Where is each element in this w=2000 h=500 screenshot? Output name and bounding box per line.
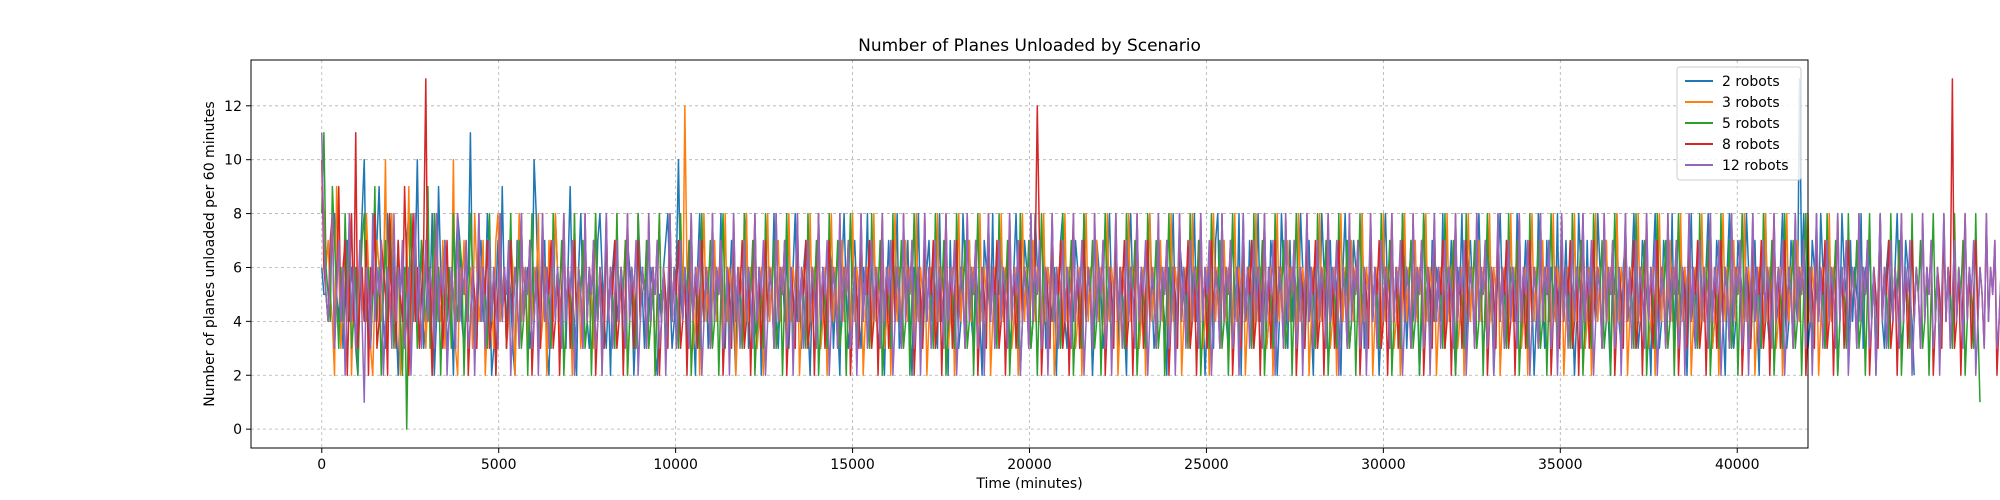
- y-tick-label: 0: [233, 422, 242, 438]
- x-tick-label: 5000: [481, 457, 517, 473]
- x-axis-label: Time (minutes): [975, 476, 1082, 492]
- y-tick-label: 8: [233, 207, 242, 223]
- series-lines: [321, 78, 2000, 430]
- x-tick-label: 0: [317, 457, 326, 473]
- legend: 2 robots 3 robots 5 robots 8 robots 12 robot…: [1676, 66, 1802, 181]
- x-tick-label: 15000: [830, 457, 875, 473]
- legend-label: 2 robots: [1722, 74, 1780, 90]
- x-tick-label: 35000: [1538, 457, 1583, 473]
- chart-title: Number of Planes Unloaded by Scenario: [858, 36, 1201, 56]
- x-tick-label: 40000: [1715, 457, 1760, 473]
- x-tick-label: 20000: [1007, 457, 1052, 473]
- y-tick-label: 4: [233, 314, 242, 330]
- plot-area: [250, 59, 2000, 449]
- legend-label: 3 robots: [1722, 95, 1780, 111]
- legend-label: 5 robots: [1722, 116, 1780, 132]
- y-tick-label: 12: [224, 99, 242, 115]
- y-tick-label: 10: [224, 153, 242, 169]
- y-tick-label: 6: [233, 260, 242, 276]
- x-tick-label: 25000: [1184, 457, 1229, 473]
- y-tick-label: 2: [233, 368, 242, 384]
- x-tick-label: 10000: [653, 457, 698, 473]
- y-axis-label: Number of planes unloaded per 60 minutes: [202, 101, 218, 406]
- legend-label: 12 robots: [1722, 158, 1789, 174]
- legend-label: 8 robots: [1722, 137, 1780, 153]
- x-tick-label: 30000: [1361, 457, 1406, 473]
- x-axis: 0 5000 10000 15000 20000 25000 30000 35000 40000: [317, 448, 1760, 473]
- series-line: [321, 132, 2000, 403]
- y-axis: 0 2 4 6 8 10 12: [224, 99, 251, 438]
- legend-box: [1676, 66, 1802, 181]
